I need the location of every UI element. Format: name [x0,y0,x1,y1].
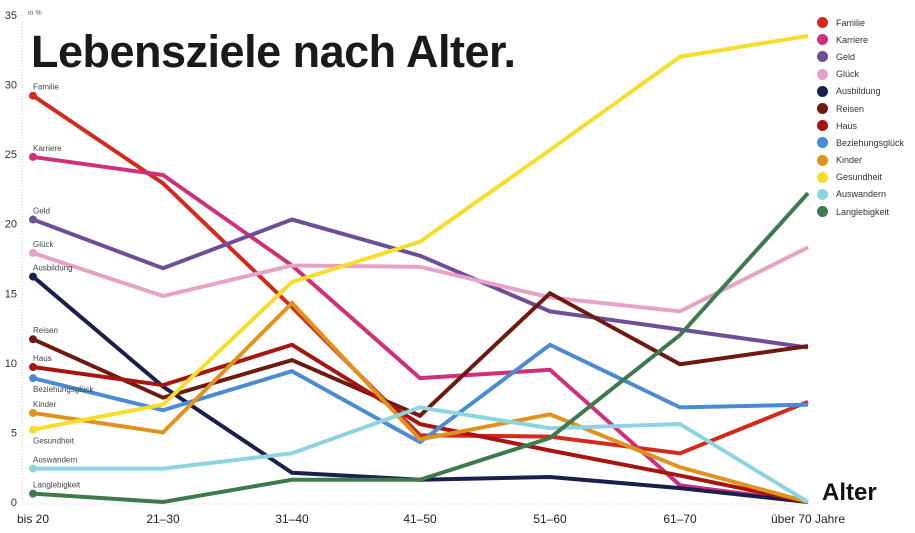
legend-dot-icon [817,154,828,166]
legend-item: Beziehungsglück [817,134,904,151]
y-tick-label: 10 [5,358,17,370]
series-line-auswandern [33,405,810,504]
series-line-geld [32,217,809,350]
series-label: Beziehungsglück [33,385,94,394]
legend-dot-icon [817,120,828,132]
legend-item: Geld [817,48,904,65]
legend-label: Karriere [836,34,869,45]
legend-item: Auswandern [817,186,904,203]
series-line-haus [32,342,809,504]
series-label: Kinder [33,400,56,409]
y-tick-label: 15 [5,288,17,300]
series-start-point [29,272,37,281]
series-label: Reisen [33,326,58,335]
y-tick-label: 20 [5,219,17,231]
x-tick-label: 41–50 [403,512,437,526]
series-start-point [29,363,37,372]
legend-label: Geld [836,51,856,62]
legend-dot-icon [817,206,828,218]
legend-label: Auswandern [836,189,887,200]
x-tick-label: über 70 Jahre [771,512,845,526]
y-tick-label: 25 [5,149,17,161]
x-tick-label: 21–30 [146,512,180,526]
series-start-point [29,464,37,473]
legend-dot-icon [817,85,828,97]
legend-label: Reisen [836,103,865,114]
series-label: Haus [33,354,52,363]
series-line-kinder [32,300,809,504]
series-label: Ausbildung [33,264,73,273]
series-start-point [29,215,37,224]
series-label: Auswandern [33,456,77,465]
legend-dot-icon [817,17,828,29]
series-line-glück [32,245,809,314]
series-line-reisen [32,290,809,419]
x-tick-label: 31–40 [275,512,309,526]
legend-dot-icon [817,51,828,63]
legend-label: Langlebigkeit [836,206,890,217]
series-start-point [29,335,37,344]
legend-label: Gesundheit [836,172,883,183]
series-line-langlebigkeit [32,191,810,505]
legend-label: Ausbildung [836,86,881,97]
x-axis-label: Alter [822,479,877,506]
legend-item: Langlebigkeit [817,203,904,220]
series-start-point [29,425,37,434]
legend-dot-icon [817,68,828,80]
x-tick-label: bis 20 [17,512,49,526]
series-line-karriere [32,154,809,504]
legend-item: Ausbildung [817,83,904,100]
legend-dot-icon [817,188,828,200]
series-start-point [29,91,37,100]
series-label: Familie [33,83,59,92]
legend-label: Haus [836,120,858,131]
chart-title: Lebensziele nach Alter. [31,26,516,77]
legend-dot-icon [817,34,828,46]
legend-item: Kinder [817,152,904,169]
legend-item: Glück [817,66,904,83]
legend-label: Beziehungsglück [836,137,905,148]
series-label: Geld [33,207,50,216]
series-start-point [29,248,37,257]
legend-item: Familie [817,14,904,31]
y-tick-label: 30 [5,80,17,92]
y-tick-label: 0 [11,497,17,509]
legend-dot-icon [817,171,828,183]
legend-item: Karriere [817,31,904,48]
legend-label: Glück [836,69,860,80]
legend-item: Reisen [817,100,904,117]
legend-item: Haus [817,117,904,134]
series-start-point [29,408,37,417]
y-tick-label: 35 [5,10,17,22]
series-line-gesundheit [32,33,809,432]
legend-dot-icon [817,137,828,149]
series-start-point [29,152,37,161]
legend-label: Familie [836,17,866,28]
legend-item: Gesundheit [817,169,904,186]
series-start-point [29,374,37,383]
legend-dot-icon [817,103,828,115]
series-label: Glück [33,240,54,249]
x-tick-label: 51–60 [533,512,567,526]
series-line-familie [31,94,809,456]
series-label: Langlebigkeit [33,481,81,490]
x-tick-label: 61–70 [663,512,697,526]
series-start-point [29,489,37,498]
legend-label: Kinder [836,155,863,166]
legend: Familie Karriere Geld Glück Ausbildung Reisen… [817,14,904,220]
series-label: Gesundheit [33,437,75,446]
unit-label: in % [28,10,42,17]
series-label: Karriere [33,144,62,153]
series-line-beziehungsglück [32,342,809,445]
y-tick-label: 5 [11,427,17,439]
